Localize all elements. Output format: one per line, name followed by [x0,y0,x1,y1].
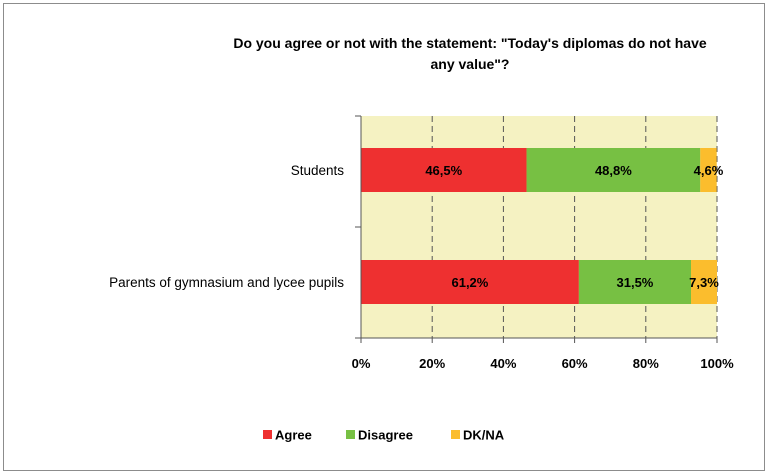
data-label: 31,5% [617,275,654,290]
data-label: 46,5% [425,163,462,178]
legend-item: DK/NA [451,428,505,443]
data-label: 61,2% [451,275,488,290]
x-tick-label: 40% [490,356,516,371]
legend-item: Agree [263,428,312,443]
legend-swatch [451,430,460,439]
bar-segment [361,260,579,304]
bar-segment [361,148,527,192]
legend-label: Agree [275,428,312,443]
bar-segment [691,260,717,304]
legend: Agree Disagree DK/NA [263,428,505,443]
legend-label: DK/NA [463,428,505,443]
x-tick-label: 100% [700,356,734,371]
legend-item: Disagree [346,428,413,443]
chart-title-line: Do you agree or not with the statement: … [233,35,707,51]
x-tick-label: 20% [419,356,445,371]
category-label: Students [291,163,345,178]
x-tick-label: 80% [633,356,659,371]
x-tick-label: 60% [562,356,588,371]
legend-swatch [263,430,272,439]
chart-title-line: any value"? [430,56,509,72]
data-label: 48,8% [595,163,632,178]
chart-title: Do you agree or not with the statement: … [233,35,707,72]
legend-label: Disagree [358,428,413,443]
category-label: Parents of gymnasium and lycee pupils [109,275,344,290]
bar-segment [700,148,717,192]
data-label: 7,3% [689,275,719,290]
data-label: 4,6% [694,163,724,178]
bar-segment [578,260,692,304]
axes: 0% 20% 40% 60% 80% 100% Students Parents of gym… [109,115,734,371]
bar-segment [526,148,701,192]
x-tick-label: 0% [352,356,371,371]
bars [361,148,717,304]
data-labels: 46,5% 48,8% 4,6% 61,2% 31,5% 7,3% [425,163,723,290]
legend-swatch [346,430,355,439]
